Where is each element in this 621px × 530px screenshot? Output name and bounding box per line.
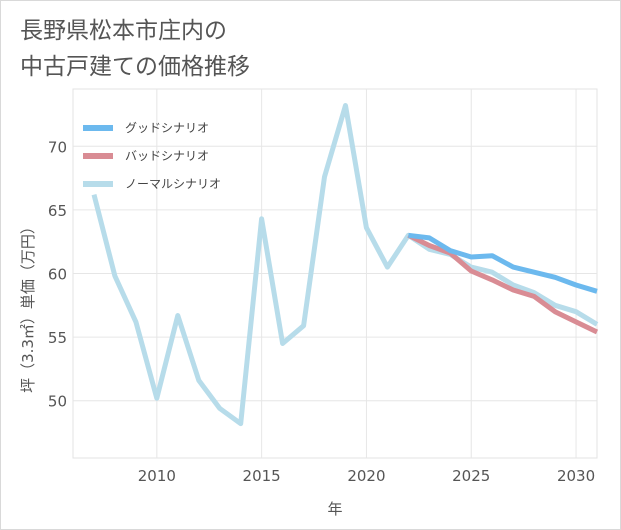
y-axis-label: 坪（3.3㎡）単価（万円） (19, 219, 37, 393)
series-line-2 (91, 103, 599, 427)
x-tick-labels: 2010 2015 2020 2025 2030 (138, 467, 595, 485)
legend-label: ノーマルシナリオ (125, 177, 221, 191)
y-tick-labels: 50 55 60 65 70 (48, 138, 67, 410)
series-line-1 (407, 233, 599, 335)
grid-lines (73, 89, 597, 458)
y-tick-label: 70 (48, 138, 67, 156)
y-tick-label: 50 (48, 393, 67, 411)
chart-title: 長野県松本市庄内の 中古戸建ての価格推移 (20, 18, 250, 80)
x-tick-label: 2030 (557, 467, 595, 485)
legend-label: バッドシナリオ (125, 149, 209, 163)
series-line-0 (408, 232, 598, 294)
x-tick-label: 2010 (138, 467, 176, 485)
y-tick-label: 60 (48, 266, 67, 284)
x-tick-label: 2020 (347, 467, 385, 485)
y-tick-label: 65 (48, 202, 67, 220)
legend-label: グッドシナリオ (125, 121, 209, 135)
y-tick-label: 55 (48, 329, 67, 347)
series-lines (91, 103, 599, 427)
x-tick-label: 2025 (452, 467, 490, 485)
x-tick-label: 2015 (243, 467, 281, 485)
x-axis-label: 年 (327, 500, 342, 518)
